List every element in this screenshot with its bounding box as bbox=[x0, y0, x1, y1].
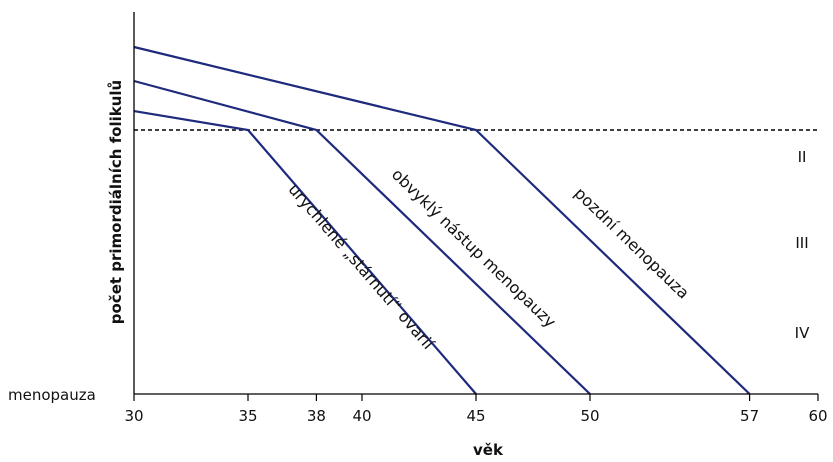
x-ticks: 30 35 38 40 45 50 57 60 bbox=[124, 394, 828, 425]
x-tick-label-50: 50 bbox=[580, 407, 599, 425]
x-tick-label-60: 60 bbox=[808, 407, 827, 425]
x-tick-label-45: 45 bbox=[466, 407, 485, 425]
x-tick-label-57: 57 bbox=[740, 407, 759, 425]
series-line-2 bbox=[133, 79, 591, 395]
series-label-2: obvyklý nástup menopauzy bbox=[388, 165, 560, 332]
series-layer bbox=[133, 45, 751, 395]
x-tick-label-30: 30 bbox=[124, 407, 143, 425]
x-tick-label-35: 35 bbox=[238, 407, 257, 425]
stage-label-iii: III bbox=[795, 234, 808, 252]
y-axis-title: počet primordiálních folikulů bbox=[107, 80, 125, 324]
x-tick-label-38: 38 bbox=[307, 407, 326, 425]
series-line-1 bbox=[133, 110, 477, 395]
series-line-3 bbox=[133, 45, 751, 395]
x-axis-title: věk bbox=[473, 441, 504, 459]
x-tick-label-40: 40 bbox=[352, 407, 371, 425]
axes-layer bbox=[133, 12, 818, 395]
stage-label-ii: II bbox=[798, 148, 807, 166]
baseline-label-menopauza: menopauza bbox=[8, 386, 96, 404]
stage-label-iv: IV bbox=[795, 324, 810, 342]
series-label-1: urychlené „stárnutí“ ovarií bbox=[285, 180, 439, 354]
series-label-3: pozdní menopauza bbox=[571, 183, 693, 302]
